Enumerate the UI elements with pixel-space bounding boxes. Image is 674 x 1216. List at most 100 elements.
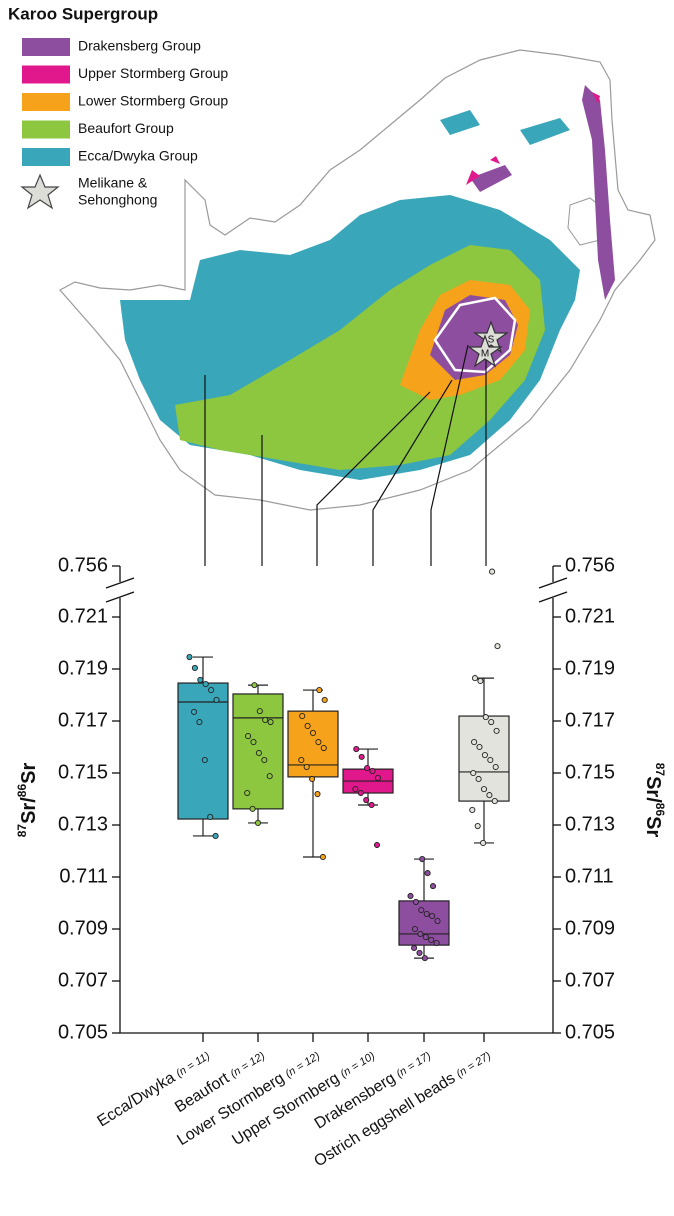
data-point (494, 728, 499, 733)
data-point (299, 757, 304, 762)
y2-tick-label: 0.713 (565, 813, 615, 835)
data-point (424, 911, 429, 916)
y-tick-label: 0.721 (58, 605, 108, 627)
label-part: Sr (642, 816, 664, 837)
data-point (422, 956, 427, 961)
y-tick-label: 0.711 (59, 865, 108, 887)
n-label: (n = 11) (174, 1050, 212, 1080)
data-point (197, 719, 202, 724)
legend-label: Upper Stormberg Group (78, 65, 228, 81)
y2-tick-label: 0.721 (565, 605, 615, 627)
legend-label: Drakensberg Group (78, 38, 201, 54)
legend-label: Ecca/Dwyka Group (78, 148, 198, 164)
legend-swatch (22, 93, 70, 111)
data-point (316, 739, 321, 744)
data-point (354, 746, 359, 751)
data-point (471, 770, 476, 775)
data-point (476, 776, 481, 781)
data-point (483, 715, 488, 720)
figure: S M Karoo Supergroup Melikane & Sehongho… (0, 0, 674, 1216)
y2-axis-label: 87Sr/86Sr (642, 763, 667, 838)
data-point (435, 918, 440, 923)
data-point (369, 802, 374, 807)
y2-tick-label: 0.715 (565, 761, 615, 783)
data-point (198, 677, 203, 682)
data-point (470, 807, 475, 812)
data-point (315, 791, 320, 796)
legend-star (22, 175, 58, 208)
data-point (408, 893, 413, 898)
data-point (481, 840, 486, 845)
y2-tick-label: 0.719 (565, 657, 615, 679)
legend-swatch (22, 121, 70, 139)
data-point (374, 842, 379, 847)
data-point (300, 713, 305, 718)
data-point (213, 833, 218, 838)
data-point (490, 569, 495, 574)
data-point (429, 937, 434, 942)
data-point (423, 934, 428, 939)
n-label: (n = 17) (394, 1050, 433, 1081)
legend-swatch (22, 148, 70, 166)
box (288, 711, 338, 777)
data-point (246, 733, 251, 738)
data-point (472, 739, 477, 744)
data-point (413, 899, 418, 904)
legend-label: Melikane & (78, 175, 148, 191)
data-point (492, 798, 497, 803)
y-tick-label: 0.707 (58, 969, 108, 991)
data-point (425, 871, 430, 876)
data-point (252, 683, 257, 688)
data-point (434, 940, 439, 945)
data-point (481, 787, 486, 792)
data-point (417, 950, 422, 955)
label-part: Sr/ (642, 776, 664, 803)
data-point (214, 697, 219, 702)
data-point (304, 764, 309, 769)
data-point (412, 945, 417, 950)
y-tick-label: 0.719 (58, 657, 108, 679)
data-point (489, 719, 494, 724)
n-label: (n = 12) (283, 1050, 322, 1081)
data-point (310, 776, 315, 781)
star-letter: S (488, 335, 495, 346)
y2-tick-label: 0.711 (565, 865, 614, 887)
data-point (430, 913, 435, 918)
data-point (256, 750, 261, 755)
data-point (482, 752, 487, 757)
y-tick-label: 0.705 (58, 1021, 108, 1043)
data-point (268, 719, 273, 724)
data-point (493, 764, 498, 769)
data-point (263, 717, 268, 722)
data-point (353, 787, 358, 792)
data-point (487, 793, 492, 798)
data-point (418, 931, 423, 936)
data-point (477, 744, 482, 749)
data-point (322, 697, 327, 702)
label-part: 87 (15, 824, 29, 838)
data-point (364, 797, 369, 802)
legend-swatch (22, 66, 70, 84)
page: S M Karoo Supergroup Melikane & Sehongho… (0, 0, 674, 1216)
category-name: Ecca/Dwyka (95, 1069, 179, 1130)
data-point (267, 774, 272, 779)
star-letter: M (481, 349, 489, 360)
data-point (420, 856, 425, 861)
label-part: 87 (653, 763, 667, 777)
data-point (262, 757, 267, 762)
y2-tick-label: 0.756 (565, 554, 615, 576)
legend-label: Lower Stormberg Group (78, 93, 228, 109)
data-point (475, 823, 480, 828)
y2-tick-label: 0.717 (565, 709, 615, 731)
legend-swatch (22, 38, 70, 56)
y-tick-label: 0.756 (58, 554, 108, 576)
y-tick-label: 0.717 (58, 709, 108, 731)
data-point (488, 757, 493, 762)
data-point (255, 820, 260, 825)
y-tick-label: 0.715 (58, 761, 108, 783)
data-point (192, 665, 197, 670)
label-part: Sr (18, 763, 40, 784)
y2-tick-label: 0.707 (565, 969, 615, 991)
legend-label: Sehonghong (78, 192, 157, 208)
data-point (359, 754, 364, 759)
